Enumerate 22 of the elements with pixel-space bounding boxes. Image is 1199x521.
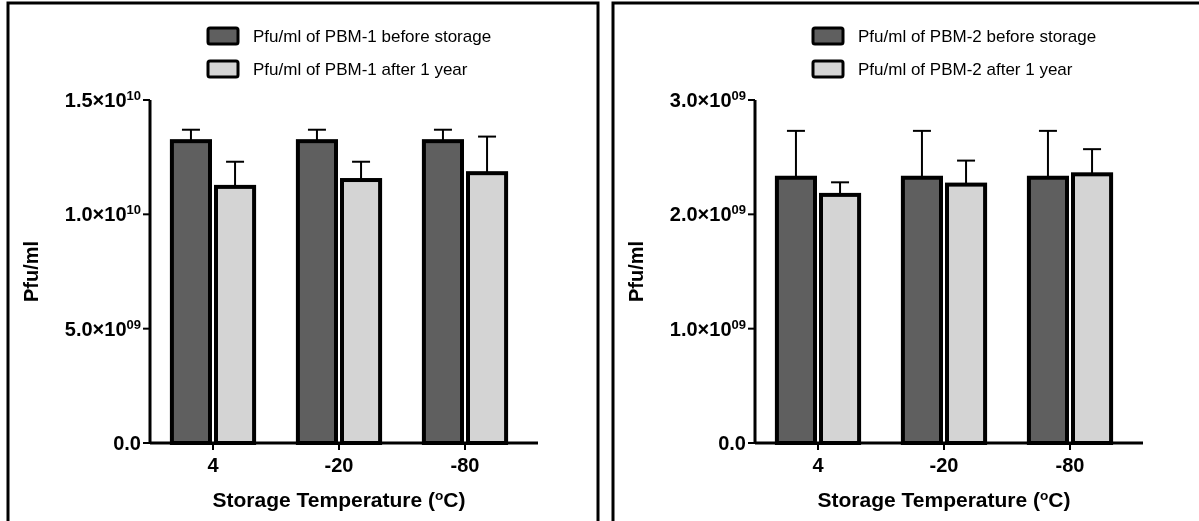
legend-label: Pfu/ml of PBM-1 before storage: [253, 27, 492, 46]
y-axis-title: Pfu/ml: [625, 240, 647, 303]
legend-label: Pfu/ml of PBM-1 after 1 year: [253, 60, 468, 79]
y-tick-label: 3.0×10$^{09}$: [669, 87, 746, 111]
y-tick-label: 0.0: [113, 432, 141, 454]
x-tick-label: -20: [929, 454, 959, 476]
y-tick-label: 1.5×10$^{10}$: [64, 87, 141, 111]
y-tick-label: 1.0×10$^{09}$: [669, 316, 746, 340]
x-axis-title: Storage Temperature ($^{o}$C): [817, 487, 1071, 511]
legend-label: Pfu/ml of PBM-2 before storage: [858, 27, 1097, 46]
y-tick-label: 2.0×10$^{09}$: [669, 201, 746, 226]
x-tick-label: 4: [207, 454, 220, 476]
y-axis-title: Pfu/ml: [20, 240, 42, 303]
x-tick-label: -80: [1055, 454, 1085, 476]
y-tick-label: 5.0×10$^{09}$: [64, 316, 141, 340]
y-tick-label: 1.0×10$^{10}$: [64, 201, 141, 226]
y-tick-label: 0.0: [718, 432, 746, 454]
legend-label: Pfu/ml of PBM-2 after 1 year: [858, 60, 1073, 79]
x-tick-label: -20: [324, 454, 354, 476]
x-axis-title: Storage Temperature ($^{o}$C): [212, 487, 466, 511]
x-tick-label: -80: [450, 454, 480, 476]
x-tick-label: 4: [812, 454, 825, 476]
